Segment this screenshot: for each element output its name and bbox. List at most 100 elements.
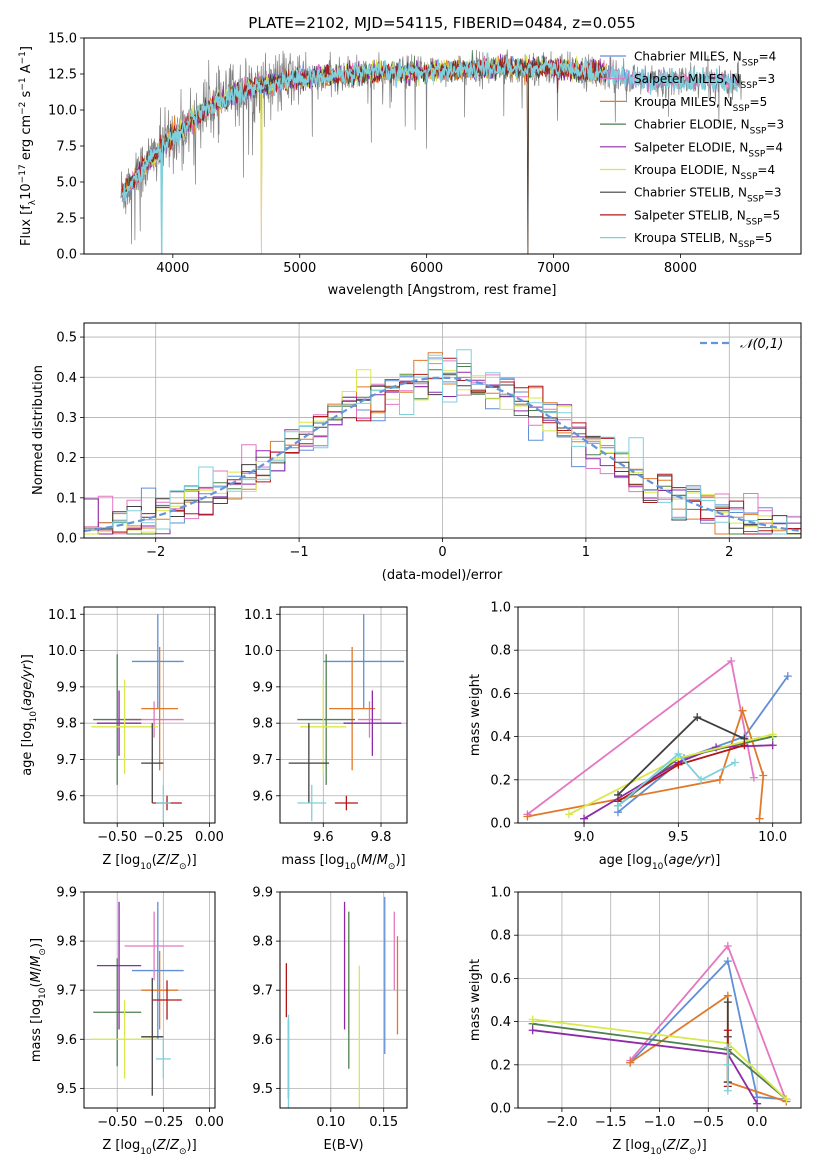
y-tick-label: 12.5 (48, 68, 77, 83)
model-line-kroupa-stelib (121, 52, 738, 254)
chart-title: PLATE=2102, MJD=54115, FIBERID=0484, z=0… (248, 14, 635, 32)
data-point (755, 814, 764, 823)
x-tick-label: 9.8 (371, 830, 392, 845)
legend-entry: Chabrier MILES, NSSP=4 (634, 50, 776, 69)
data-point (768, 730, 777, 739)
histogram-kroupa-elodie (84, 359, 801, 538)
legend: 𝒩(0,1) (700, 337, 783, 352)
y-tick-label: 9.8 (252, 717, 273, 732)
y-tick-label: 0.0 (490, 817, 511, 832)
axes-frame (83, 606, 216, 824)
y-tick-label: 9.9 (252, 680, 273, 695)
y-tick-label: 10.0 (48, 644, 77, 659)
y-tick-label: 10.0 (244, 644, 273, 659)
x-tick-label: 7000 (537, 261, 570, 276)
x-tick-label: 9.6 (313, 830, 334, 845)
series-kroupa-stelib (723, 1043, 732, 1095)
data-point (528, 1026, 537, 1035)
model-line-kroupa-miles (121, 55, 607, 254)
errorbar-kroupa-stelib (155, 1039, 171, 1079)
data-point (723, 957, 732, 966)
x-tick-label: 6000 (410, 261, 443, 276)
axes-frame (279, 606, 408, 824)
data-point (674, 749, 683, 758)
data-point (727, 657, 736, 665)
axes-frame (279, 891, 408, 1109)
y-axis-label: Normed distribution (31, 365, 46, 495)
data-point (749, 773, 758, 782)
y-axis-label: age [log10(age/yr)] (20, 654, 39, 776)
x-tick-label: 0 (438, 545, 446, 560)
data-point (730, 758, 739, 767)
x-axis-label: (data-model)/error (382, 568, 503, 583)
errorbar-chabrier-stelib (141, 723, 164, 804)
y-tick-label: 0.6 (490, 687, 511, 702)
errorbar-kroupa-stelib (297, 784, 327, 822)
y-tick-label: 9.7 (56, 984, 77, 999)
data-point (697, 775, 706, 784)
plot-area-mass-vs-ebv (285, 896, 399, 1108)
errorbar-chabrier-miles (131, 614, 184, 709)
y-tick-label: 0.1 (56, 491, 77, 506)
normal-curve (84, 376, 801, 533)
y-tick-label: 9.7 (252, 984, 273, 999)
y-tick-label: 9.5 (56, 1082, 77, 1097)
data-point (528, 1015, 537, 1024)
x-tick-label: −2 (146, 545, 165, 560)
errorbar-salpeter-elodie (96, 901, 142, 1030)
y-tick-label: 0.2 (490, 773, 511, 788)
x-tick-label: 9.5 (668, 830, 689, 845)
y-tick-label: 9.9 (252, 886, 273, 901)
model-line-chabrier-stelib (121, 55, 607, 254)
errorbar-kroupa-elodie (91, 679, 158, 774)
y-axis-label: mass [log10(M/M⊙)] (29, 938, 48, 1062)
x-tick-label: 8000 (664, 261, 697, 276)
data-point (723, 1043, 732, 1052)
errorbar-chabrier-stelib (141, 977, 164, 1096)
x-tick-label: −0.25 (143, 830, 183, 845)
y-tick-label: 0.4 (56, 371, 77, 386)
errorbar-kroupa-stelib (155, 784, 171, 822)
errorbar-kroupa-miles (141, 646, 179, 771)
x-tick-label: 0.00 (195, 830, 224, 845)
x-tick-label: 2 (725, 545, 733, 560)
series-kroupa-elodie (564, 730, 777, 819)
plot-area-residuals (84, 349, 801, 538)
errorbar-chabrier-elodie (93, 958, 142, 1067)
x-tick-label: −1.0 (644, 1115, 676, 1130)
series-kroupa-miles (523, 706, 768, 823)
x-axis-label: E(B-V) (323, 1138, 363, 1153)
axes-massweight-vs-Z: −2.0 −1.5 −1.0 −0.5 0.0 0.0 0.2 0.4 0.6 0.8 1.0 (490, 886, 802, 1130)
x-tick-label: 9.0 (574, 830, 595, 845)
legend-entry: Salpeter ELODIE, NSSP=4 (634, 140, 783, 159)
x-tick-label: −1 (290, 545, 309, 560)
errorbar-salpeter-elodie (343, 690, 402, 756)
y-tick-label: 9.8 (56, 935, 77, 950)
y-tick-label: 9.6 (252, 1033, 273, 1048)
errorbar-kroupa-elodie (300, 679, 347, 774)
y-tick-label: 9.6 (252, 789, 273, 804)
y-tick-label: 0.0 (56, 248, 77, 263)
y-tick-label: 9.6 (56, 789, 77, 804)
y-tick-label: 9.7 (252, 753, 273, 768)
errorbar-chabrier-stelib (288, 723, 330, 804)
y-tick-label: 0.8 (490, 644, 511, 659)
x-tick-label: 0.00 (195, 1115, 224, 1130)
legend-entry: Salpeter MILES, NSSP=3 (634, 72, 775, 91)
data-point (753, 1099, 762, 1108)
x-tick-label: 0.10 (316, 1115, 345, 1130)
data-point (715, 775, 724, 784)
y-tick-label: 1.0 (490, 886, 511, 901)
y-tick-label: 10.0 (48, 104, 77, 119)
y-tick-label: 9.6 (56, 1033, 77, 1048)
x-tick-label: −0.25 (143, 1115, 183, 1130)
y-tick-label: 7.5 (56, 140, 77, 155)
y-tick-label: 10.1 (48, 608, 77, 623)
axes-residuals: −2 −1 0 1 2 0.0 0.1 0.2 0.3 0.4 0.5 (56, 322, 802, 560)
y-tick-label: 0.8 (490, 929, 511, 944)
axes-frame (517, 606, 802, 824)
y-tick-label: 2.5 (56, 212, 77, 227)
errorbar-salpeter-miles (357, 701, 382, 738)
x-tick-label: −0.50 (97, 830, 137, 845)
